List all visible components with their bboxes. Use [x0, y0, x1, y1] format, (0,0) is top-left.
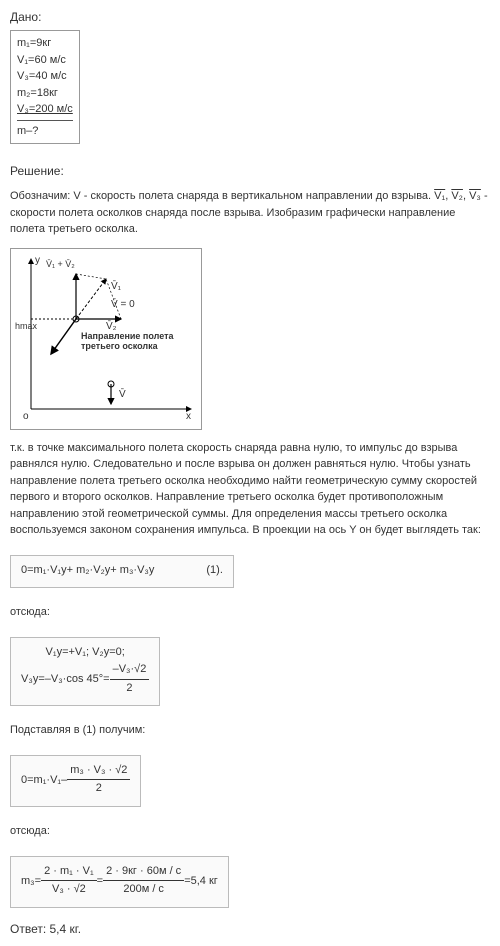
v0-label: V̄ = 0	[111, 299, 135, 310]
given-line: m₂=18кг	[17, 85, 73, 102]
given-label: Дано:	[10, 10, 490, 24]
formula: 0=m₁·V₁y+ m₂·V₂y+ m₃·V₃y	[21, 564, 154, 576]
formula-line: V₃y=–V₃·cos 45°=–V₃·√22	[21, 661, 149, 697]
axis-y-label: y	[35, 255, 40, 266]
denominator: V₃ · √2	[41, 881, 97, 899]
answer: Ответ: 5,4 кг.	[10, 922, 490, 936]
fraction: –V₃·√22	[110, 661, 150, 697]
denominator: 200м / с	[103, 881, 184, 899]
text: отсюда:	[10, 604, 490, 621]
axis-x-label: x	[186, 411, 191, 422]
given-unknown: m–?	[17, 120, 73, 140]
numerator: 2 · 9кг · 60м / с	[103, 863, 184, 882]
numerator: 2 · m₁ · V₁	[41, 863, 97, 882]
v1v2-label: V̄₁ + V̄₂	[46, 259, 75, 269]
direction-label: Направление полета третьего осколка	[81, 331, 191, 353]
formula-lhs: V₃y=–V₃·cos 45°=	[21, 673, 110, 685]
formula-lhs: m₃=	[21, 875, 41, 887]
formula-box: 0=m₁·V₁y+ m₂·V₂y+ m₃·V₃y (1).	[10, 555, 234, 589]
formula-lhs: 0=m₁·V₁–	[21, 774, 67, 786]
formula-number: (1).	[206, 564, 223, 576]
text: Обозначим: V - скорость полета снаряда в…	[10, 190, 434, 202]
given-box: m₁=9кг V₁=60 м/с V₃=40 м/с m₂=18кг V₃=20…	[10, 30, 80, 144]
origin-label: o	[23, 411, 29, 422]
formula-box: V₁y=+V₁; V₂y=0; V₃y=–V₃·cos 45°=–V₃·√22	[10, 637, 160, 707]
hmax-label: hmax	[15, 321, 37, 331]
denominator: 2	[110, 680, 150, 698]
denominator: 2	[67, 780, 130, 798]
given-line: V₃=200 м/с	[17, 101, 73, 118]
result: =5,4 кг	[184, 875, 218, 887]
formula-box: m₃=2 · m₁ · V₁V₃ · √2=2 · 9кг · 60м / с2…	[10, 856, 229, 908]
numerator: m₃ · V₃ · √2	[67, 762, 130, 781]
v1-label: V̄₁	[111, 281, 121, 292]
given-line: V₁=60 м/с	[17, 52, 73, 69]
vector: V₂	[451, 190, 463, 202]
solution-label: Решение:	[10, 164, 490, 178]
given-line: m₁=9кг	[17, 35, 73, 52]
fraction: 2 · 9кг · 60м / с200м / с	[103, 863, 184, 899]
text: Подставляя в (1) получим:	[10, 722, 490, 739]
fraction: 2 · m₁ · V₁V₃ · √2	[41, 863, 97, 899]
vector: V₁	[434, 190, 445, 202]
numerator: –V₃·√2	[110, 661, 150, 680]
v-label: V̄	[119, 389, 126, 400]
paragraph: Обозначим: V - скорость полета снаряда в…	[10, 188, 490, 238]
given-line: V₃=40 м/с	[17, 68, 73, 85]
text: отсюда:	[10, 823, 490, 840]
paragraph: т.к. в точке максимального полета скорос…	[10, 440, 490, 539]
vector-diagram: y x o V̄₁ + V̄₂ V̄₁ V̄ = 0 V̄₂ hmax Напр…	[10, 248, 202, 430]
fraction: m₃ · V₃ · √22	[67, 762, 130, 798]
vector: V₃	[469, 190, 481, 202]
formula-box: 0=m₁·V₁–m₃ · V₃ · √22	[10, 755, 141, 807]
